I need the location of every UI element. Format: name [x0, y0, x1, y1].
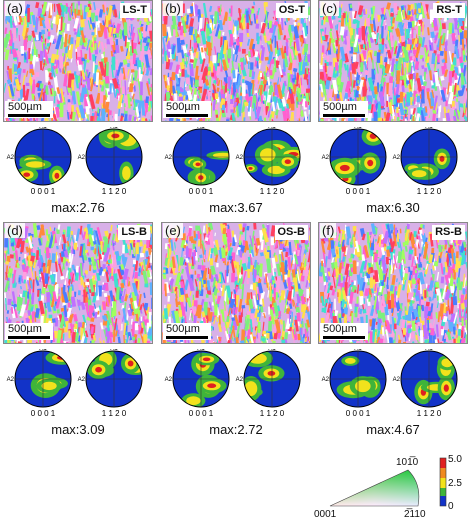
- pole-figure-pair: 0 0 0 1 A1 A2 1 1 2 0 A1 A2: [318, 127, 468, 197]
- axis-label-a2: A2: [78, 155, 86, 161]
- axis-label-a1: A1: [197, 127, 205, 130]
- pole-figures: 0 0 0 1 A1 A2 1 1 2 0 A1 A2: [318, 349, 468, 419]
- pole-figure-label: 1 1 2 0: [417, 187, 442, 196]
- pole-figures: 0 0 0 1 A1 A2 1 1 2 0 A1 A2: [3, 127, 153, 197]
- pole-figure-label: 1 1 2 0: [102, 187, 127, 196]
- max-intensity-label: max:3.09: [3, 422, 153, 437]
- sample-tag: OS-T: [276, 3, 308, 18]
- colorbar-tick-bottom: 0: [448, 501, 454, 512]
- scale-bar: 500µm: [163, 323, 211, 340]
- pole-figure-pair: 0 0 0 1 A1 A2 1 1 2 0 A1 A2: [161, 127, 311, 197]
- max-intensity-label: max:2.76: [3, 200, 153, 215]
- scale-bar: 500µm: [320, 101, 368, 118]
- axis-label-a1: A1: [268, 127, 276, 130]
- colorbar-tick-top: 5.0: [448, 454, 462, 465]
- axis-label-a2: A2: [236, 155, 244, 161]
- scale-bar-line: [166, 114, 208, 117]
- sample-tag: OS-B: [275, 225, 309, 240]
- pole-figure-label: 0 0 0 1: [31, 187, 56, 196]
- scale-bar: 500µm: [5, 323, 53, 340]
- ipf-label-right: 2̅110: [404, 509, 426, 520]
- axis-label-a1: A1: [268, 349, 276, 352]
- axis-label-a1: A1: [354, 127, 362, 130]
- scale-bar-line: [323, 336, 365, 339]
- pole-figures: 0 0 0 1 A1 A2 1 1 2 0 A1 A2: [3, 349, 153, 419]
- panel-letter: (f): [320, 223, 336, 238]
- sample-tag: RS-B: [432, 225, 465, 240]
- scale-bar-label: 500µm: [166, 101, 200, 113]
- pole-figure-label: 0 0 0 1: [346, 187, 371, 196]
- scale-bar: 500µm: [163, 101, 211, 118]
- panel-letter: (a): [5, 1, 25, 16]
- panel-letter: (c): [320, 1, 339, 16]
- sample-tag: LS-T: [120, 3, 150, 18]
- axis-label-a1: A1: [425, 349, 433, 352]
- scale-bar-line: [323, 114, 365, 117]
- panel-letter: (e): [163, 223, 183, 238]
- scale-bar-label: 500µm: [166, 323, 200, 335]
- pole-figure-label: 0 0 0 1: [189, 409, 214, 418]
- max-intensity-label: max:4.67: [318, 422, 468, 437]
- pole-figure-pair: 0 0 0 1 A1 A2 1 1 2 0 A1 A2: [3, 349, 153, 419]
- pole-figure-pair: 0 0 0 1 A1 A2 1 1 2 0 A1 A2: [161, 349, 311, 419]
- scale-bar-label: 500µm: [8, 323, 42, 335]
- panel-c: (c) RS-T 500µm 0 0 0 1 A1 A2 1 1 2 0 A1 A2 max:6.…: [318, 0, 468, 226]
- panel-e: (e) OS-B 500µm 0 0 0 1 A1 A2 1 1 2 0 A1 A2 max:2.…: [161, 222, 311, 448]
- axis-label-a2: A2: [322, 155, 330, 161]
- scale-bar-label: 500µm: [323, 323, 357, 335]
- pole-figure-pair: 0 0 0 1 A1 A2 1 1 2 0 A1 A2: [318, 349, 468, 419]
- scale-bar: 500µm: [5, 101, 53, 118]
- pole-figure-pair: 0 0 0 1 A1 A2 1 1 2 0 A1 A2: [3, 127, 153, 197]
- pole-figure-label: 0 0 0 1: [31, 409, 56, 418]
- axis-label-a1: A1: [39, 349, 47, 352]
- sample-tag: LS-B: [118, 225, 150, 240]
- pole-figure-label: 1 1 2 0: [260, 409, 285, 418]
- axis-label-a1: A1: [110, 127, 118, 130]
- ipf-triangle-overlay: [330, 470, 419, 506]
- pole-figure-label: 0 0 0 1: [346, 409, 371, 418]
- scale-bar: 500µm: [320, 323, 368, 340]
- panel-letter: (b): [163, 1, 183, 16]
- max-intensity-label: max:3.67: [161, 200, 311, 215]
- pole-figures: 0 0 0 1 A1 A2 1 1 2 0 A1 A2: [318, 127, 468, 197]
- axis-label-a2: A2: [393, 155, 401, 161]
- scale-bar-label: 500µm: [323, 101, 357, 113]
- pole-figure-label: 1 1 2 0: [102, 409, 127, 418]
- sample-tag: RS-T: [433, 3, 465, 18]
- max-intensity-label: max:6.30: [318, 200, 468, 215]
- axis-label-a1: A1: [110, 349, 118, 352]
- max-intensity-label: max:2.72: [161, 422, 311, 437]
- axis-label-a2: A2: [165, 155, 173, 161]
- pole-figures: 0 0 0 1 A1 A2 1 1 2 0 A1 A2: [161, 349, 311, 419]
- colorbar-tick-mid: 2.5: [448, 478, 462, 489]
- axis-label-a1: A1: [197, 349, 205, 352]
- ipf-label-left: 0001: [314, 509, 336, 520]
- ipf-label-top: 101̅0: [396, 457, 418, 468]
- panel-letter: (d): [5, 223, 25, 238]
- axis-label-a2: A2: [78, 377, 86, 383]
- scale-bar-line: [8, 336, 50, 339]
- axis-label-a1: A1: [39, 127, 47, 130]
- axis-label-a1: A1: [354, 349, 362, 352]
- panel-b: (b) OS-T 500µm 0 0 0 1 A1 A2 1 1 2 0 A1 A2 max:3.…: [161, 0, 311, 226]
- axis-label-a2: A2: [7, 377, 15, 383]
- legend: 101̅0 0001 2̅110 5.0 2.5 0: [300, 448, 474, 521]
- axis-label-a2: A2: [322, 377, 330, 383]
- axis-label-a2: A2: [7, 155, 15, 161]
- panel-f: (f) RS-B 500µm 0 0 0 1 A1 A2 1 1 2 0 A1 A2 max:4.…: [318, 222, 468, 448]
- panel-a: (a) LS-T 500µm 0 0 0 1 A1 A2 1 1 2 0 A1 A2 max:2.…: [3, 0, 153, 226]
- panel-d: (d) LS-B 500µm 0 0 0 1 A1 A2 1 1 2 0 A1 A2 max:3.…: [3, 222, 153, 448]
- axis-label-a2: A2: [236, 377, 244, 383]
- axis-label-a2: A2: [165, 377, 173, 383]
- pole-figures: 0 0 0 1 A1 A2 1 1 2 0 A1 A2: [161, 127, 311, 197]
- axis-label-a1: A1: [425, 127, 433, 130]
- pole-figure-label: 1 1 2 0: [417, 409, 442, 418]
- axis-label-a2: A2: [393, 377, 401, 383]
- scale-bar-line: [8, 114, 50, 117]
- pole-figure-label: 1 1 2 0: [260, 187, 285, 196]
- pole-figure-label: 0 0 0 1: [189, 187, 214, 196]
- scale-bar-line: [166, 336, 208, 339]
- scale-bar-label: 500µm: [8, 101, 42, 113]
